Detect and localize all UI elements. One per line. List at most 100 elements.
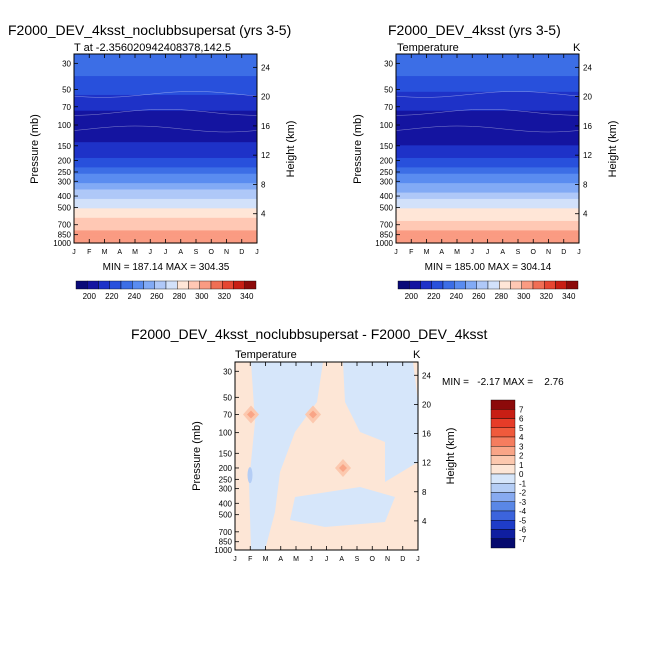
month-tick-label: F xyxy=(409,249,413,256)
month-tick-label: N xyxy=(385,556,390,563)
colorbar-swatch xyxy=(490,529,516,539)
field-band xyxy=(396,76,579,80)
pressure-tick-label: 250 xyxy=(380,168,394,177)
height-tick-label: 8 xyxy=(261,180,266,189)
pressure-tick-label: 50 xyxy=(384,86,393,95)
month-tick-label: M xyxy=(424,249,430,256)
colorbar-swatch xyxy=(532,280,545,290)
units-label: K xyxy=(573,42,581,54)
pressure-tick-label: 300 xyxy=(219,485,233,494)
y-axis-label: Pressure (mb) xyxy=(191,421,203,491)
heatmap-field xyxy=(73,54,258,244)
negative-region xyxy=(249,362,323,550)
contour-line xyxy=(73,109,258,116)
field-band xyxy=(396,227,579,231)
field-band xyxy=(396,66,579,71)
height-tick-label: 8 xyxy=(422,488,427,497)
field-band xyxy=(74,94,257,99)
height-tick-label: 20 xyxy=(422,400,431,409)
month-tick-label: M xyxy=(263,556,269,563)
colorbar-swatch xyxy=(431,280,444,290)
field-band xyxy=(396,63,579,68)
pressure-tick-label: 500 xyxy=(58,203,72,212)
field-band xyxy=(74,154,257,159)
field-band xyxy=(74,176,257,181)
colorbar-swatch xyxy=(490,464,516,475)
colorbar-swatch xyxy=(490,501,516,512)
field-band xyxy=(396,176,579,181)
colorbar-label: 220 xyxy=(105,292,119,301)
colorbar-swatch xyxy=(132,280,144,290)
field-band xyxy=(396,60,579,65)
field-band xyxy=(74,60,257,65)
field-band xyxy=(396,192,579,197)
pressure-tick-label: 400 xyxy=(58,192,72,201)
month-tick-label: N xyxy=(546,249,551,256)
pressure-tick-label: 150 xyxy=(219,449,233,458)
colorbar-swatch xyxy=(188,280,200,290)
field-band xyxy=(74,79,257,83)
month-tick-label: J xyxy=(149,249,153,256)
field-band xyxy=(74,117,257,121)
month-tick-label: A xyxy=(500,249,505,256)
field-band xyxy=(74,205,257,209)
month-tick-label: M xyxy=(293,556,299,563)
right-axis: 24 20 16 12 8 4 xyxy=(253,63,270,219)
field-band xyxy=(396,161,579,165)
contour-line xyxy=(73,91,258,98)
field-band xyxy=(74,135,257,140)
panel-control: F2000_DEV_4ksst (yrs 3-5) Temperature K … xyxy=(352,22,619,301)
field-band xyxy=(396,220,579,225)
month-tick-label: J xyxy=(233,556,237,563)
colorbar-swatch xyxy=(490,436,516,447)
colorbar-label: -4 xyxy=(519,507,527,516)
y-axis-label: Pressure (mb) xyxy=(29,114,41,184)
month-tick-label: S xyxy=(355,556,360,563)
colorbar-label: -6 xyxy=(519,526,527,535)
pressure-tick-label: 300 xyxy=(380,177,394,186)
field-band xyxy=(396,91,579,96)
contour-line xyxy=(395,109,580,116)
height-tick-label: 4 xyxy=(422,517,427,526)
month-tick-label: A xyxy=(178,249,183,256)
field-band xyxy=(74,189,257,194)
colorbar-label: 6 xyxy=(519,415,524,424)
colorbar-swatch xyxy=(75,280,88,290)
field-band xyxy=(396,126,579,131)
field-band xyxy=(74,211,257,216)
field-band xyxy=(396,88,579,93)
pressure-tick-label: 850 xyxy=(58,231,72,240)
colorbar-label: -2 xyxy=(519,489,527,498)
month-tick-label: S xyxy=(516,249,521,256)
field-band xyxy=(74,142,257,146)
colorbar-label: -5 xyxy=(519,516,527,525)
colorbar-swatch xyxy=(490,520,516,530)
colorbar-swatch xyxy=(476,280,489,290)
month-tick-label: D xyxy=(561,249,566,256)
pressure-tick-label: 150 xyxy=(58,142,72,151)
pressure-tick-label: 300 xyxy=(58,177,72,186)
field-band xyxy=(74,91,257,96)
field-band xyxy=(396,214,579,219)
contour-line xyxy=(73,125,258,133)
colorbar-swatch xyxy=(397,280,410,290)
field-band xyxy=(396,154,579,159)
field-band xyxy=(74,120,257,124)
negative-region xyxy=(290,487,395,527)
colorbar-swatch xyxy=(490,446,516,456)
field-band xyxy=(74,63,257,68)
panel-title: F2000_DEV_4ksst_noclubbsupersat (yrs 3-5… xyxy=(8,22,291,38)
height-tick-label: 4 xyxy=(261,210,266,219)
difference-field xyxy=(235,362,418,550)
month-tick-label: J xyxy=(310,556,314,563)
field-band xyxy=(74,110,257,115)
field-band xyxy=(396,135,579,140)
colorbar-label: 240 xyxy=(450,292,464,301)
colorbar-label: 260 xyxy=(150,292,164,301)
colorbar-swatch xyxy=(420,280,432,290)
pressure-tick-label: 200 xyxy=(58,157,72,166)
right-axis: 24 20 16 12 8 4 xyxy=(414,371,431,526)
field-band xyxy=(74,167,257,172)
pressure-tick-label: 70 xyxy=(223,410,232,419)
